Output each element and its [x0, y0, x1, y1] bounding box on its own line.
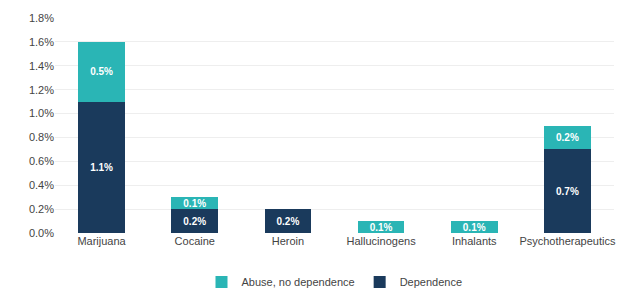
svg-text:1.6%: 1.6%	[29, 36, 54, 48]
svg-text:0.2%: 0.2%	[556, 132, 579, 143]
svg-text:0.7%: 0.7%	[556, 186, 579, 197]
svg-text:Heroin: Heroin	[272, 235, 304, 247]
svg-text:0.1%: 0.1%	[183, 198, 206, 209]
svg-text:Abuse, no dependence: Abuse, no dependence	[242, 276, 355, 288]
svg-text:Cocaine: Cocaine	[175, 235, 215, 247]
svg-text:1.4%: 1.4%	[29, 60, 54, 72]
svg-text:0.2%: 0.2%	[276, 216, 299, 227]
svg-text:0.2%: 0.2%	[29, 203, 54, 215]
svg-text:Hallucinogens: Hallucinogens	[347, 235, 417, 247]
svg-text:1.2%: 1.2%	[29, 84, 54, 96]
svg-text:1.1%: 1.1%	[90, 162, 113, 173]
svg-text:Inhalants: Inhalants	[452, 235, 497, 247]
svg-text:0.0%: 0.0%	[29, 227, 54, 239]
svg-text:0.1%: 0.1%	[370, 222, 393, 233]
svg-text:0.6%: 0.6%	[29, 155, 54, 167]
svg-text:0.4%: 0.4%	[29, 179, 54, 191]
svg-text:Psychotherapeutics: Psychotherapeutics	[519, 235, 615, 247]
svg-text:0.2%: 0.2%	[183, 216, 206, 227]
svg-text:Dependence: Dependence	[400, 276, 462, 288]
svg-text:0.1%: 0.1%	[463, 222, 486, 233]
svg-text:1.8%: 1.8%	[29, 12, 54, 24]
svg-text:0.5%: 0.5%	[90, 66, 113, 77]
svg-text:Marijuana: Marijuana	[77, 235, 126, 247]
svg-text:0.8%: 0.8%	[29, 131, 54, 143]
svg-text:1.0%: 1.0%	[29, 107, 54, 119]
